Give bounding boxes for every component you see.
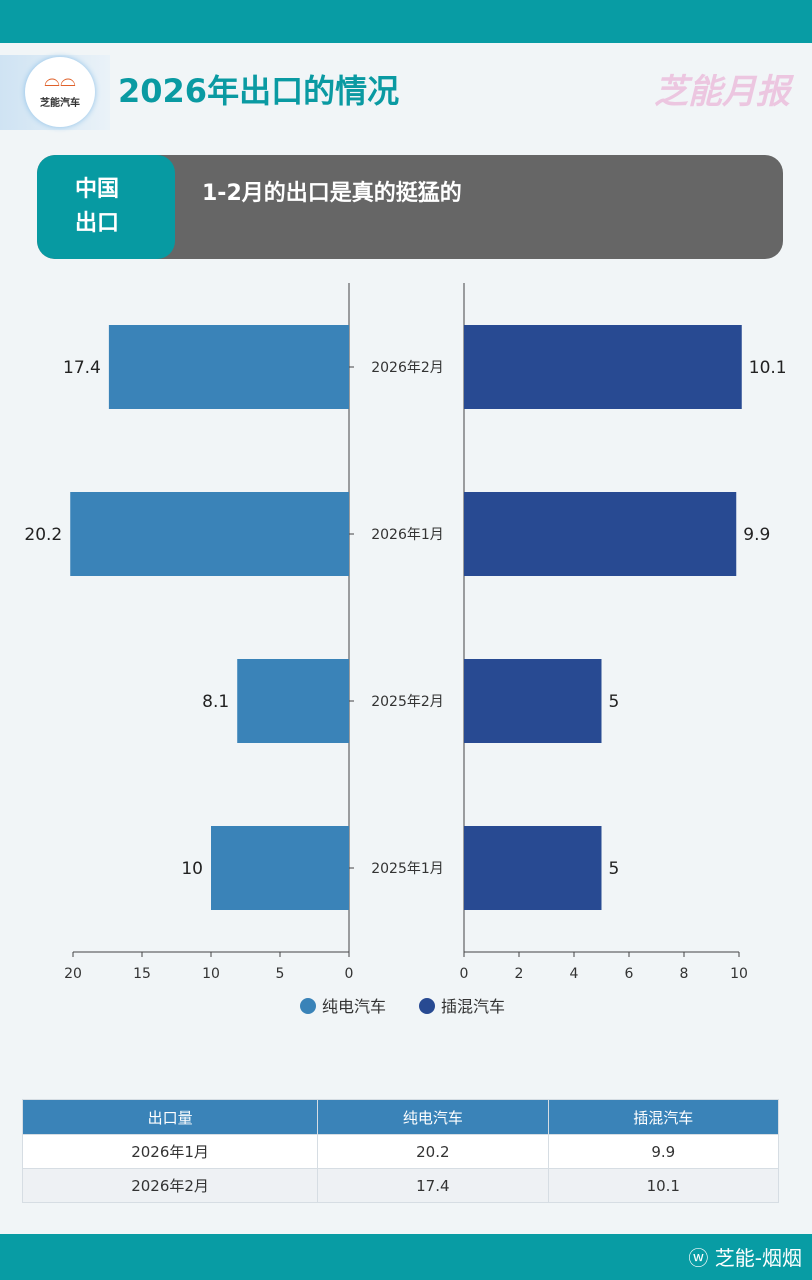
x-tick-label: 10 (202, 966, 220, 982)
car-logo-icon: ⌓⌓ (44, 67, 76, 91)
x-tick-label: 15 (133, 966, 151, 982)
data-label: 10.1 (749, 358, 787, 378)
watermark-text: 芝能-烟烟 (714, 1246, 802, 1270)
category-label: 2026年1月 (371, 527, 444, 543)
table-row: 2026年2月 17.4 10.1 (21, 1168, 780, 1203)
legend-marker (419, 998, 435, 1014)
x-tick-label: 10 (730, 966, 748, 982)
logo-text: 芝能汽车 (40, 98, 80, 109)
x-tick-label: 5 (276, 966, 285, 982)
data-label: 5 (609, 859, 620, 879)
banner-headline: 1-2月的出口是真的挺猛的 (202, 181, 462, 206)
tag-line: 出口 (75, 211, 120, 236)
x-tick-label: 6 (625, 966, 634, 982)
x-tick-label: 0 (345, 966, 354, 982)
footer-watermark: ⓦ 芝能-烟烟 (688, 1242, 802, 1271)
table-cell: 10.1 (547, 1168, 780, 1203)
x-tick-label: 20 (64, 966, 82, 982)
table-header: 纯电汽车 (317, 1099, 549, 1135)
bar-right (464, 826, 602, 910)
logo: ⌓⌓ 芝能汽车 (25, 57, 95, 127)
page-title: 2026年出口的情况 (118, 72, 400, 110)
bar-left (211, 826, 349, 910)
bar-right (464, 325, 742, 409)
legend-marker (300, 998, 316, 1014)
legend-label: 纯电汽车 (322, 997, 386, 1016)
banner-tag: 中国 出口 (37, 155, 175, 259)
table-row: 2026年1月 20.2 9.9 (21, 1134, 780, 1169)
bar-left (70, 492, 350, 576)
table-cell: 2026年2月 (21, 1168, 319, 1203)
legend-label: 插混汽车 (441, 997, 505, 1016)
data-table: 出口量 纯电汽车 插混汽车 2026年1月 20.2 9.9 2026年2月 1… (21, 1099, 780, 1203)
banner: 中国出口 1-2月的出口是真的挺猛的 (37, 155, 783, 259)
bar-right (464, 492, 737, 576)
x-tick-label: 2 (515, 966, 524, 982)
data-label: 9.9 (743, 525, 770, 545)
bar-left (108, 325, 349, 409)
data-label: 8.1 (202, 692, 229, 712)
top-bar (0, 0, 812, 43)
weibo-icon: ⓦ (688, 1246, 715, 1270)
bar-left (237, 659, 349, 743)
data-label: 10 (181, 859, 203, 879)
category-label: 2025年2月 (371, 694, 444, 710)
data-label: 17.4 (63, 358, 101, 378)
bar-right (464, 659, 602, 743)
table-cell: 2026年1月 (21, 1134, 319, 1169)
data-label: 5 (609, 692, 620, 712)
brand-watermark: 芝能月报 (654, 72, 790, 112)
x-tick-label: 8 (680, 966, 689, 982)
table-header: 出口量 (21, 1099, 319, 1135)
data-label: 20.2 (24, 525, 62, 545)
tag-line: 中国 (75, 177, 120, 202)
table-cell: 9.9 (547, 1134, 780, 1169)
category-label: 2026年2月 (371, 360, 444, 376)
butterfly-bar-chart: 17.4 10.1 2026年2月 20.2 9.9 2026年1月 8.1 5 2025年2月… (24, 283, 787, 1016)
category-label: 2025年1月 (371, 861, 444, 877)
table-cell: 17.4 (317, 1168, 549, 1203)
table-header: 插混汽车 (547, 1099, 780, 1135)
footer: ⓦ 芝能-烟烟 (0, 1234, 812, 1280)
table-cell: 20.2 (317, 1134, 549, 1169)
x-tick-label: 4 (570, 966, 579, 982)
x-tick-label: 0 (460, 966, 469, 982)
